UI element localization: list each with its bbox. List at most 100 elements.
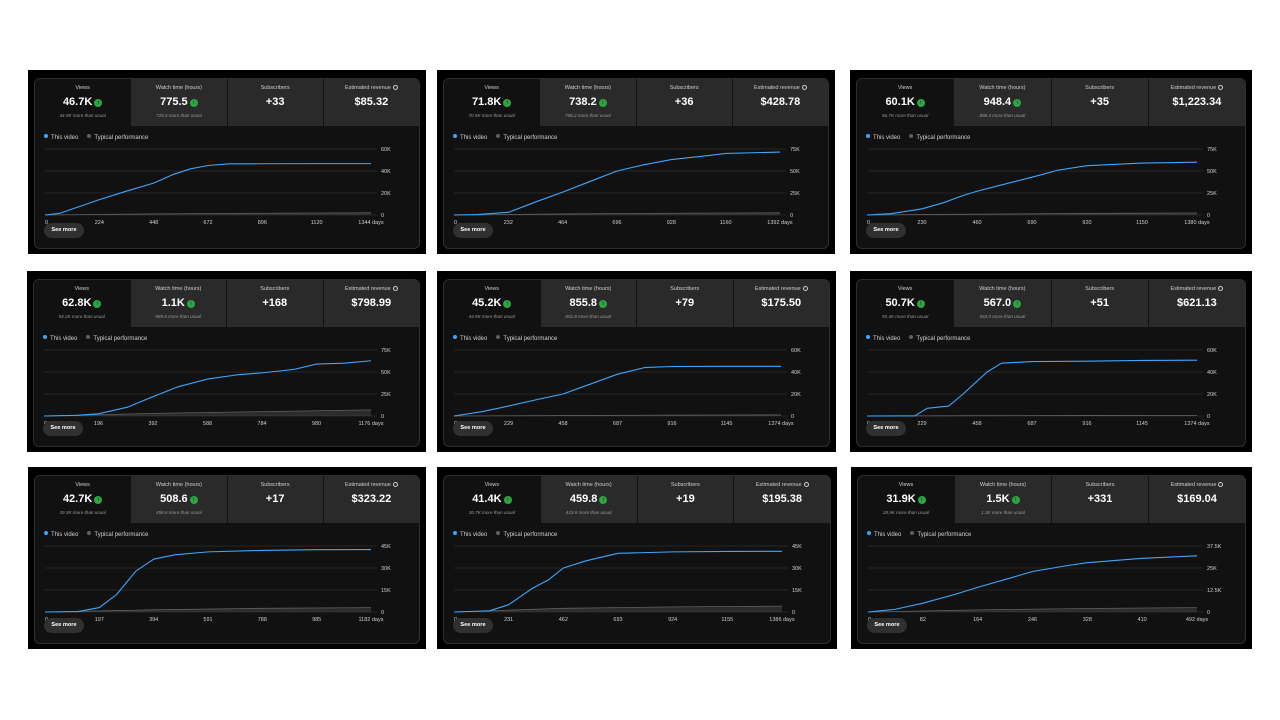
x-tick-label: 492 days — [1186, 617, 1209, 622]
metric-tab-subscribers[interactable]: Subscribers +79 — [637, 280, 734, 327]
see-more-button[interactable]: See more — [866, 421, 906, 436]
metric-tab-views[interactable]: Views 45.2K ↑ 44.9K more than usual — [444, 280, 541, 327]
arrow-up-icon: ↑ — [186, 300, 195, 308]
y-tick-label: 40K — [1207, 370, 1217, 376]
metric-tab-watch-time-hours[interactable]: Watch time (hours) 775.5 ↑ 725.5 more than … — [131, 79, 228, 126]
metric-label: Watch time (hours) — [131, 286, 227, 293]
typical-line — [453, 414, 782, 417]
see-more-button[interactable]: See more — [44, 618, 84, 633]
x-tick-label: 328 — [1083, 617, 1092, 622]
x-tick-label: 896 — [258, 220, 267, 225]
y-tick-label: 50K — [1207, 169, 1217, 175]
views-chart: 75K 50K 25K 0 0 232 464 696 928 1160 1392 days — [453, 147, 800, 225]
metric-tab-views[interactable]: Views 31.9K ↑ 28.9K more than usual — [858, 476, 955, 523]
metric-value-text: 567.0 — [983, 297, 1012, 309]
metric-label-text: Subscribers — [670, 286, 700, 292]
metric-tab-subscribers[interactable]: Subscribers +33 — [227, 79, 324, 126]
metric-tab-subscribers[interactable]: Subscribers +35 — [1051, 79, 1149, 126]
see-more-button[interactable]: See more — [867, 618, 907, 633]
x-tick-label: 1380 days — [1184, 220, 1210, 225]
views-chart: 75K50K25K001963925887849801176 days — [43, 348, 391, 426]
legend-this-video: This video — [453, 134, 487, 141]
metric-label-text: Subscribers — [260, 482, 290, 488]
clock-icon — [1218, 482, 1224, 487]
y-tick-label: 20K — [381, 191, 391, 197]
metric-tab-views[interactable]: Views 41.4K ↑ 36.7K more than usual — [444, 476, 541, 523]
metric-label: Estimated revenue — [1149, 482, 1245, 489]
metric-tab-estimated-revenue[interactable]: Estimated revenue $85.32 — [323, 79, 419, 126]
metric-tab-estimated-revenue[interactable]: Estimated revenue $798.99 — [323, 280, 419, 327]
x-tick-label: 464 — [558, 220, 567, 225]
metric-label-text: Views — [75, 482, 90, 488]
see-more-button[interactable]: See more — [866, 223, 906, 238]
metric-tab-watch-time-hours[interactable]: Watch time (hours) 508.6 ↑ 458.6 more than … — [131, 476, 228, 523]
arrow-up-icon: ↑ — [599, 496, 608, 504]
metric-tab-estimated-revenue[interactable]: Estimated revenue $175.50 — [733, 280, 829, 327]
y-tick-label: 20K — [1207, 392, 1217, 398]
metric-tab-watch-time-hours[interactable]: Watch time (hours) 855.8 ↑ 851.8 more than … — [540, 280, 637, 327]
metric-tab-views[interactable]: Views 71.8K ↑ 70.9K more than usual — [444, 79, 541, 126]
legend-this-video: This video — [44, 134, 78, 141]
see-more-button[interactable]: See more — [43, 421, 83, 436]
metric-tab-views[interactable]: Views 42.7K ↑ 39.3K more than usual — [35, 476, 132, 523]
metric-label-text: Views — [74, 286, 90, 292]
metric-tab-estimated-revenue[interactable]: Estimated revenue $1,223.34 — [1148, 79, 1245, 126]
clock-icon — [392, 482, 398, 487]
y-tick-label: 40K — [791, 370, 801, 376]
metric-tab-subscribers[interactable]: Subscribers +168 — [227, 280, 324, 327]
metric-tab-views[interactable]: Views 60.1K ↑ 56.7K more than usual — [857, 79, 955, 126]
metric-value: 855.8 ↑ — [541, 297, 637, 310]
metric-value-text: $169.04 — [1177, 493, 1217, 505]
metric-tab-views[interactable]: Views 50.7K ↑ 50.4K more than usual — [857, 280, 955, 327]
x-tick-label: 230 — [917, 220, 926, 225]
metric-label: Views — [444, 482, 540, 489]
metric-comparison: 44.9K more than usual — [468, 314, 515, 319]
metric-label-text: Watch time (hours) — [155, 85, 202, 91]
metric-tab-subscribers[interactable]: Subscribers +36 — [636, 79, 733, 126]
metric-tab-watch-time-hours[interactable]: Watch time (hours) 459.8 ↑ 419.8 more than … — [540, 476, 638, 523]
metric-tab-subscribers[interactable]: Subscribers +17 — [227, 476, 324, 523]
clock-icon — [801, 85, 807, 90]
metric-tab-subscribers[interactable]: Subscribers +331 — [1052, 476, 1149, 523]
arrow-up-icon: ↑ — [503, 300, 512, 308]
metric-label-text: Watch time (hours) — [565, 482, 612, 488]
metric-label: Subscribers — [228, 482, 323, 489]
metric-label-text: Estimated revenue — [1170, 286, 1217, 292]
metric-tab-estimated-revenue[interactable]: Estimated revenue $169.04 — [1149, 476, 1245, 523]
chart-legend: This video Typical performance — [866, 134, 979, 141]
metric-tab-subscribers[interactable]: Subscribers +19 — [637, 476, 735, 523]
see-more-button[interactable]: See more — [453, 618, 493, 633]
see-more-button[interactable]: See more — [44, 223, 84, 238]
metric-tab-estimated-revenue[interactable]: Estimated revenue $428.78 — [732, 79, 828, 126]
metric-tab-watch-time-hours[interactable]: Watch time (hours) 948.4 ↑ 898.4 more than … — [954, 79, 1052, 126]
clock-icon — [803, 482, 809, 487]
x-tick-label: 672 — [203, 220, 212, 225]
arrow-up-icon: ↑ — [93, 300, 102, 308]
metric-tab-watch-time-hours[interactable]: Watch time (hours) 567.0 ↑ 563.0 more than … — [954, 280, 1052, 327]
metric-tab-subscribers[interactable]: Subscribers +51 — [1051, 280, 1149, 327]
metric-label: Subscribers — [1052, 286, 1148, 293]
metric-tab-views[interactable]: Views 62.8K ↑ 54.2K more than usual — [34, 280, 131, 327]
metric-value: 738.2 ↑ — [540, 96, 635, 109]
x-tick-label: 231 — [504, 617, 513, 622]
see-more-button[interactable]: See more — [453, 421, 493, 436]
this-video-line — [867, 555, 1198, 613]
x-tick-label: 1145 — [721, 421, 733, 426]
metric-tab-estimated-revenue[interactable]: Estimated revenue $621.13 — [1148, 280, 1245, 327]
legend-dot — [86, 335, 91, 339]
metric-tab-watch-time-hours[interactable]: Watch time (hours) 1.5K ↑ 1.3K more than us… — [955, 476, 1052, 523]
analytics-card: Views 50.7K ↑ 50.4K more than usual Watch ti… — [850, 271, 1252, 452]
this-video-line — [44, 548, 372, 613]
metric-tab-views[interactable]: Views 46.7K ↑ 44.9K more than usual — [35, 79, 132, 126]
legend-dot — [87, 531, 92, 535]
see-more-button[interactable]: See more — [453, 223, 493, 238]
metric-tab-watch-time-hours[interactable]: Watch time (hours) 1.1K ↑ 969.6 more than u… — [130, 280, 227, 327]
legend-typical: Typical performance — [909, 335, 970, 342]
metric-tab-watch-time-hours[interactable]: Watch time (hours) 738.2 ↑ 708.2 more than … — [540, 79, 637, 126]
metric-tab-estimated-revenue[interactable]: Estimated revenue $195.38 — [734, 476, 830, 523]
metric-value-text: $1,223.34 — [1172, 96, 1222, 108]
views-chart: 60K 40K 20K 0 0 224 448 672 896 1120 1344 days — [44, 147, 391, 225]
metric-comparison: 54.2K more than usual — [58, 314, 105, 319]
metric-tab-estimated-revenue[interactable]: Estimated revenue $323.22 — [323, 476, 419, 523]
metric-label: Subscribers — [1052, 482, 1148, 489]
